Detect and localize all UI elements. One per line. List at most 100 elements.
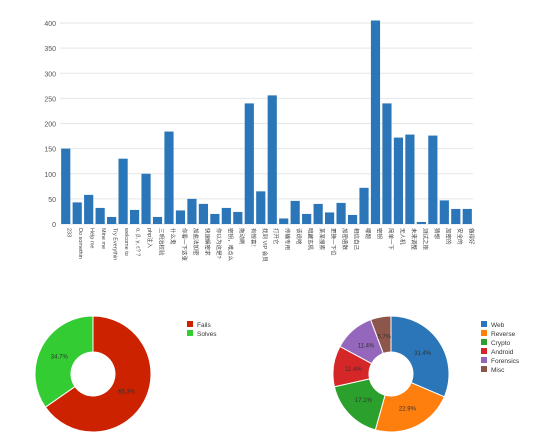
legend-swatch: [481, 366, 487, 372]
x-tick-label: 233: [66, 228, 72, 237]
bar: [210, 213, 220, 224]
x-tick-label: 密钥: [375, 228, 383, 240]
donut-slice: [390, 315, 450, 398]
bar: [416, 221, 426, 224]
bar: [439, 200, 449, 224]
legend-fails-solves: Fails Solves: [187, 321, 217, 338]
bar: [336, 202, 346, 224]
x-tick-label: 加盐法加密: [192, 228, 200, 256]
x-tick-label: 猜想: [433, 228, 441, 240]
bar: [370, 20, 381, 225]
x-tick-label: 密钥，难点么: [226, 228, 234, 262]
x-tick-label: 更换一下位: [330, 228, 338, 256]
y-tick-label: 0: [52, 222, 56, 229]
y-tick-label: 250: [44, 96, 56, 103]
slice-value-label: 31.4%: [414, 351, 432, 357]
x-tick-label: 相信自己: [353, 228, 361, 251]
x-tick-label: 简单一下: [387, 228, 395, 251]
bar: [95, 207, 105, 224]
x-tick-label: 你以为这是?: [215, 228, 223, 259]
bar: [72, 202, 82, 224]
bar: [405, 134, 415, 224]
bar: [244, 103, 254, 224]
x-tick-label: 暗藏玄机: [307, 228, 315, 251]
x-tick-label: 有惊喜！: [249, 228, 257, 250]
x-tick-label: 某某搜索: [318, 228, 326, 251]
bar: [290, 200, 300, 224]
x-tick-label: 做得好: [467, 228, 475, 245]
x-tick-label: 你看一下这张: [180, 228, 188, 262]
x-tick-label: 打开它: [272, 228, 280, 245]
legend-swatch: [481, 330, 487, 336]
bar: [129, 209, 140, 224]
bar: [233, 211, 243, 224]
bar: [141, 173, 151, 224]
legend-label: Forensics: [491, 358, 520, 365]
x-tick-label: 加密的: [444, 228, 452, 245]
bar: [302, 213, 312, 224]
x-tick-label: Help me: [89, 228, 95, 248]
bar-chart: 0 50 100 150 200 250 300 350 400 233 Do somethin He…: [44, 20, 475, 262]
x-tick-label: 哪题: [364, 228, 372, 240]
legend-label: Web: [491, 322, 505, 329]
y-tick-label: 350: [44, 46, 56, 53]
slice-value-label: 65.3%: [118, 390, 136, 396]
x-tick-label: 安全的: [456, 228, 464, 245]
bar: [451, 208, 461, 224]
donut-slice: [333, 378, 386, 431]
bar: [313, 203, 323, 224]
slice-value-label: 11.4%: [358, 343, 375, 349]
bar: [118, 158, 128, 224]
legend-label: Android: [491, 349, 514, 356]
slice-value-label: 11.4%: [345, 367, 362, 373]
legend-label: Crypto: [491, 340, 511, 347]
donut-chart-categories: 31.4%22.9%17.1%11.4%11.4%5.7%: [332, 315, 450, 433]
x-tick-label: 测试之旅: [421, 228, 429, 251]
bar: [325, 212, 335, 224]
donut-slice: [34, 315, 94, 408]
bar: [428, 135, 438, 224]
donut-slice: [374, 381, 445, 433]
x-tick-label: 无人机: [398, 228, 406, 245]
legend-label: Solves: [197, 331, 217, 338]
x-tick-label: 什么鬼: [169, 228, 177, 245]
bar: [279, 218, 289, 224]
x-tick-label: 快速解密求: [203, 228, 211, 256]
donut-slice: [44, 315, 152, 433]
legend-label: Misc: [491, 367, 505, 374]
bar: [152, 216, 163, 224]
bar: [462, 208, 472, 224]
y-tick-label: 400: [44, 21, 56, 28]
bar: [393, 137, 404, 224]
x-tick-label: 未来调整: [410, 228, 418, 251]
y-tick-label: 300: [44, 71, 56, 78]
x-tick-label: Do somethin: [77, 228, 83, 259]
x-tick-label: 传输专用: [284, 228, 292, 250]
x-tick-label: Mine me: [100, 228, 106, 249]
x-tick-label: 该说啥: [295, 228, 303, 245]
bar: [347, 214, 358, 224]
slice-value-label: 22.9%: [399, 406, 417, 412]
x-tick-label: Try Everythin: [112, 228, 118, 260]
bar: [84, 194, 94, 224]
bar: [61, 148, 71, 224]
y-tick-label: 50: [48, 197, 56, 204]
legend-swatch: [481, 321, 487, 327]
x-tick-label: php注入: [146, 228, 154, 249]
legend-categories: Web Reverse Crypto Android Forensics Misc: [481, 321, 520, 374]
legend-swatch: [187, 321, 193, 327]
slice-value-label: 34.7%: [51, 354, 69, 360]
y-tick-label: 100: [44, 172, 56, 179]
bar: [107, 216, 117, 224]
x-tick-label: welcome to: [123, 227, 129, 256]
bar: [187, 198, 197, 224]
x-tick-label: 拖动刷: [238, 228, 246, 245]
y-tick-label: 150: [44, 147, 56, 154]
donut-slice: [370, 315, 392, 355]
legend-swatch: [481, 357, 487, 363]
donut-chart-fails-solves: 65.3% 34.7%: [34, 315, 152, 433]
x-tick-label: 三明治校验: [158, 228, 166, 256]
bar: [198, 203, 208, 224]
legend-swatch: [481, 339, 487, 345]
